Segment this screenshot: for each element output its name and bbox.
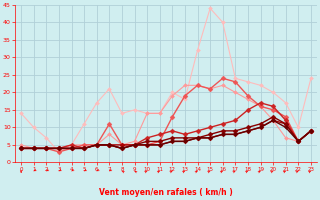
X-axis label: Vent moyen/en rafales ( km/h ): Vent moyen/en rafales ( km/h ) (99, 188, 233, 197)
